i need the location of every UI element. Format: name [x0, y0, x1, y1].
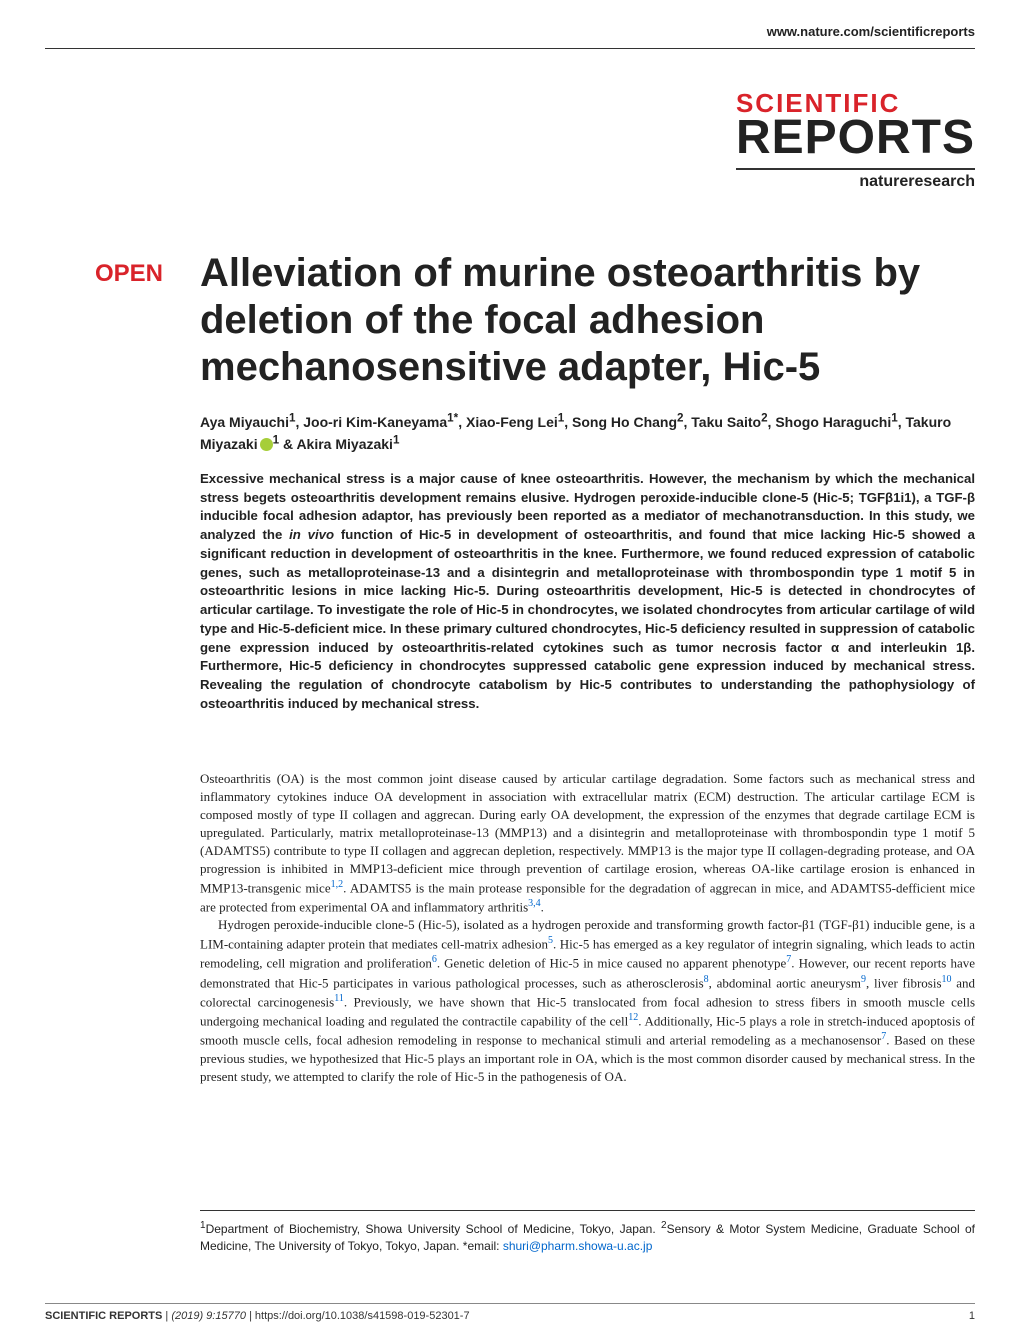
page-number: 1 — [969, 1310, 975, 1322]
abstract: Excessive mechanical stress is a major c… — [200, 470, 975, 714]
footer-citation: SCIENTIFIC REPORTS | (2019) 9:15770 | ht… — [45, 1310, 470, 1322]
affiliations: 1Department of Biochemistry, Showa Unive… — [200, 1210, 975, 1255]
header-rule — [45, 48, 975, 49]
journal-logo: SCIENTIFIC REPORTS natureresearch — [736, 90, 975, 190]
publisher-name: natureresearch — [859, 174, 975, 190]
article-title: Alleviation of murine osteoarthritis by … — [200, 250, 975, 392]
site-link[interactable]: www.nature.com/scientificreports — [767, 24, 975, 39]
logo-rule — [736, 168, 975, 170]
orcid-icon[interactable] — [260, 438, 273, 451]
corresponding-email[interactable]: shuri@pharm.showa-u.ac.jp — [503, 1239, 653, 1253]
paragraph-2: Hydrogen peroxide-inducible clone-5 (Hic… — [200, 916, 975, 1085]
body-text: Osteoarthritis (OA) is the most common j… — [200, 770, 975, 1086]
page-footer: SCIENTIFIC REPORTS | (2019) 9:15770 | ht… — [45, 1303, 975, 1322]
author-list: Aya Miyauchi1, Joo-ri Kim-Kaneyama1*, Xi… — [200, 410, 975, 454]
footer-journal-label: SCIENTIFIC REPORTS — [45, 1310, 162, 1322]
journal-word-reports: REPORTS — [736, 114, 975, 162]
footer-citation-text: (2019) 9:15770 | — [171, 1310, 255, 1322]
footer-doi[interactable]: https://doi.org/10.1038/s41598-019-52301… — [255, 1310, 470, 1322]
authors-part2: 1 & Akira Miyazaki1 — [273, 436, 400, 452]
open-access-badge: OPEN — [95, 260, 163, 288]
paragraph-1: Osteoarthritis (OA) is the most common j… — [200, 770, 975, 916]
